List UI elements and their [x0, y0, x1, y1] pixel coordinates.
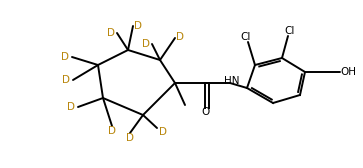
Text: D: D: [108, 126, 116, 136]
Text: D: D: [67, 102, 75, 112]
Text: D: D: [134, 21, 142, 31]
Text: HN: HN: [224, 76, 240, 86]
Text: D: D: [126, 133, 134, 143]
Text: D: D: [62, 75, 70, 85]
Text: OH: OH: [340, 67, 356, 77]
Text: Cl: Cl: [241, 32, 251, 42]
Text: D: D: [107, 28, 115, 38]
Text: D: D: [142, 39, 150, 49]
Text: O: O: [202, 107, 210, 117]
Text: Cl: Cl: [285, 26, 295, 36]
Text: D: D: [176, 32, 184, 42]
Text: D: D: [61, 52, 69, 62]
Text: D: D: [159, 127, 167, 137]
